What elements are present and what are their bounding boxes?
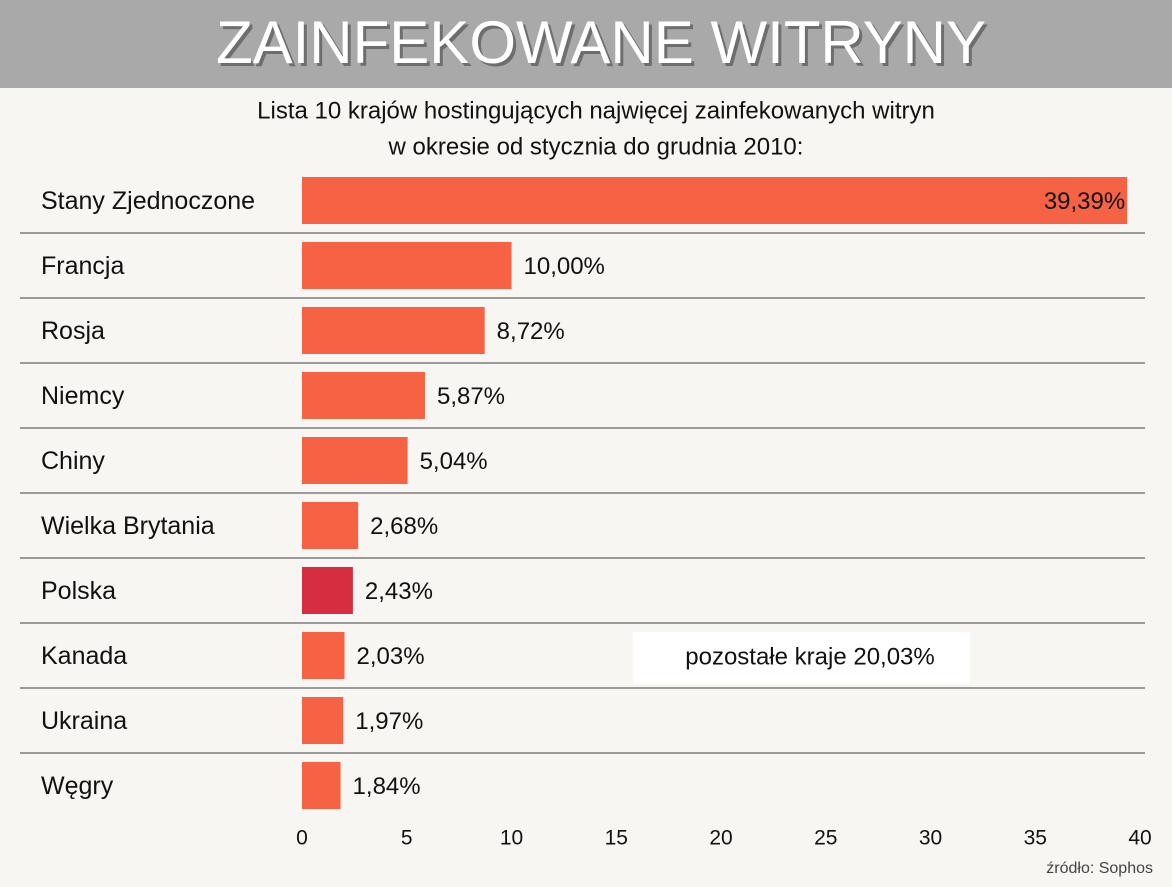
x-tick-label: 25 <box>814 827 837 850</box>
category-label: Węgry <box>41 772 114 800</box>
bar <box>302 177 1128 224</box>
bar <box>302 372 425 419</box>
value-label: 2,03% <box>357 643 425 670</box>
value-label: 1,84% <box>353 773 421 800</box>
x-tick-label: 20 <box>709 827 732 850</box>
category-label: Ukraina <box>41 707 127 735</box>
value-label: 2,43% <box>365 578 433 605</box>
chart-title: ZAINFEKOWANE WITRYNY <box>216 9 986 76</box>
annotation-box <box>633 632 970 684</box>
category-label: Rosja <box>41 317 105 345</box>
x-tick-label: 30 <box>919 827 942 850</box>
category-label: Francja <box>41 252 124 280</box>
subtitle: Lista 10 krajów hostingujących najwięcej… <box>257 97 935 124</box>
bar <box>302 437 408 484</box>
x-tick-label: 40 <box>1128 827 1151 850</box>
value-label: 5,87% <box>437 383 505 410</box>
value-label: 8,72% <box>497 318 565 345</box>
category-label: Kanada <box>41 642 127 670</box>
value-label: 5,04% <box>420 448 488 475</box>
value-label: 10,00% <box>524 253 605 280</box>
title-band <box>0 0 1172 88</box>
category-label: Wielka Brytania <box>41 512 215 540</box>
bar <box>302 502 359 549</box>
value-label: 39,39% <box>1044 188 1125 215</box>
annotation: pozostałe kraje 20,03% <box>685 643 935 670</box>
x-tick-label: 15 <box>605 827 628 850</box>
subtitle: w okresie od stycznia do grudnia 2010: <box>388 133 804 160</box>
x-tick-label: 35 <box>1024 827 1047 850</box>
category-label: Polska <box>41 577 116 605</box>
value-label: 1,97% <box>355 708 423 735</box>
bar <box>302 567 353 614</box>
bar <box>302 307 485 354</box>
bar <box>302 242 512 289</box>
category-label: Stany Zjednoczone <box>41 187 255 215</box>
bar <box>302 697 344 744</box>
bar <box>302 762 341 809</box>
bar <box>302 632 345 679</box>
x-tick-label: 10 <box>500 827 523 850</box>
value-label: 2,68% <box>370 513 438 540</box>
x-tick-label: 5 <box>401 827 413 850</box>
chart-title-shadow: ZAINFEKOWANE WITRYNY <box>219 12 989 79</box>
source: źródło: Sophos <box>1046 860 1153 877</box>
category-label: Chiny <box>41 447 105 475</box>
category-label: Niemcy <box>41 382 125 410</box>
x-tick-label: 0 <box>296 827 308 850</box>
